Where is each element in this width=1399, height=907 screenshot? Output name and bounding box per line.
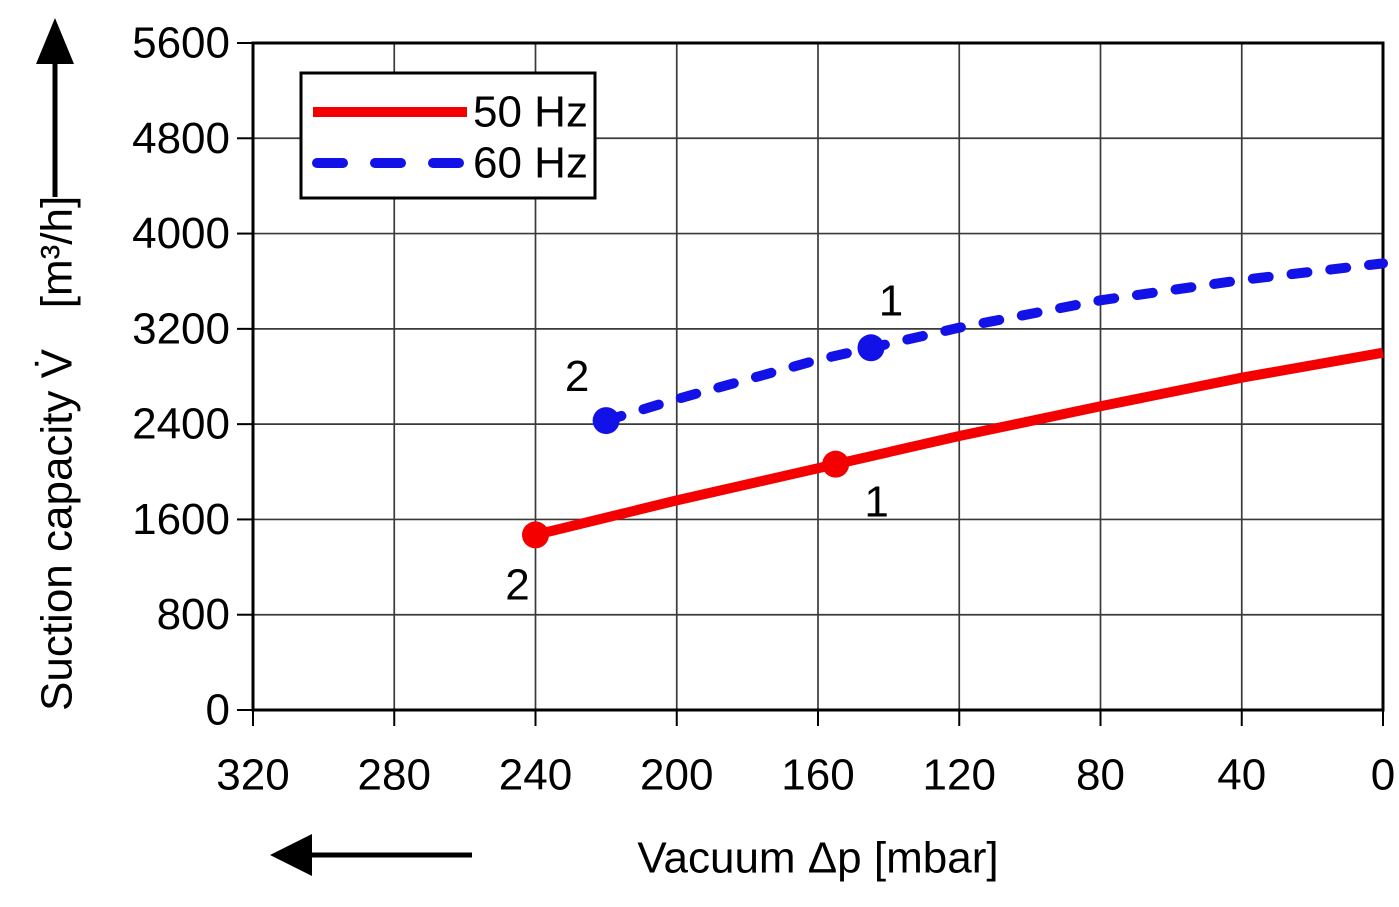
x-axis-left-arrow-icon xyxy=(270,834,472,876)
data-point-label: 1 xyxy=(879,276,903,325)
x-tick-label: 40 xyxy=(1217,751,1266,800)
x-tick-label: 80 xyxy=(1076,751,1125,800)
x-tick-label: 160 xyxy=(781,751,854,800)
y-tick-label: 4000 xyxy=(132,209,230,258)
legend-box xyxy=(299,71,597,200)
y-tick-label: 800 xyxy=(157,590,230,639)
data-point-marker xyxy=(522,521,549,549)
y-tick-label: 3200 xyxy=(132,304,230,353)
series-line-50-hz xyxy=(534,347,1384,540)
y-axis-title: Suction capacity V̇ xyxy=(33,348,82,711)
y-axis-up-arrow-icon xyxy=(36,18,74,197)
plot-border xyxy=(251,41,1385,712)
x-tick-label: 200 xyxy=(640,751,713,800)
data-point-marker xyxy=(592,407,620,435)
y-tick-label: 1600 xyxy=(132,495,230,544)
y-tick-label: 0 xyxy=(206,686,230,735)
data-point-label: 1 xyxy=(864,478,888,527)
legend-label-50hz: 50 Hz xyxy=(473,88,588,137)
data-point-label: 2 xyxy=(505,560,529,609)
legend: 50 Hz 60 Hz xyxy=(299,71,597,200)
y-tick-label: 4800 xyxy=(132,114,230,163)
data-point-marker xyxy=(857,334,885,362)
x-tick-label: 320 xyxy=(216,751,289,800)
tick-label-layer: 320 280 240 200 160 120 80 40 056004800400032002… xyxy=(132,19,1395,800)
x-tick-label: 280 xyxy=(358,751,431,800)
x-tick-label: 120 xyxy=(923,751,996,800)
data-point-label: 2 xyxy=(565,352,589,401)
y-tick-label: 5600 xyxy=(132,19,230,68)
data-point-marker xyxy=(822,450,850,478)
legend-label-60hz: 60 Hz xyxy=(473,139,588,188)
series-layer: 1 2 1 2 xyxy=(505,258,1388,609)
y-tick-label: 2400 xyxy=(132,400,230,449)
y-axis-units: [m³/h] xyxy=(33,196,82,308)
x-tick-label: 240 xyxy=(499,751,572,800)
x-tick-label: 0 xyxy=(1371,751,1395,800)
series-line-60-hz xyxy=(601,258,1388,426)
x-axis-title: Vacuum Δp [mbar] xyxy=(637,834,998,883)
